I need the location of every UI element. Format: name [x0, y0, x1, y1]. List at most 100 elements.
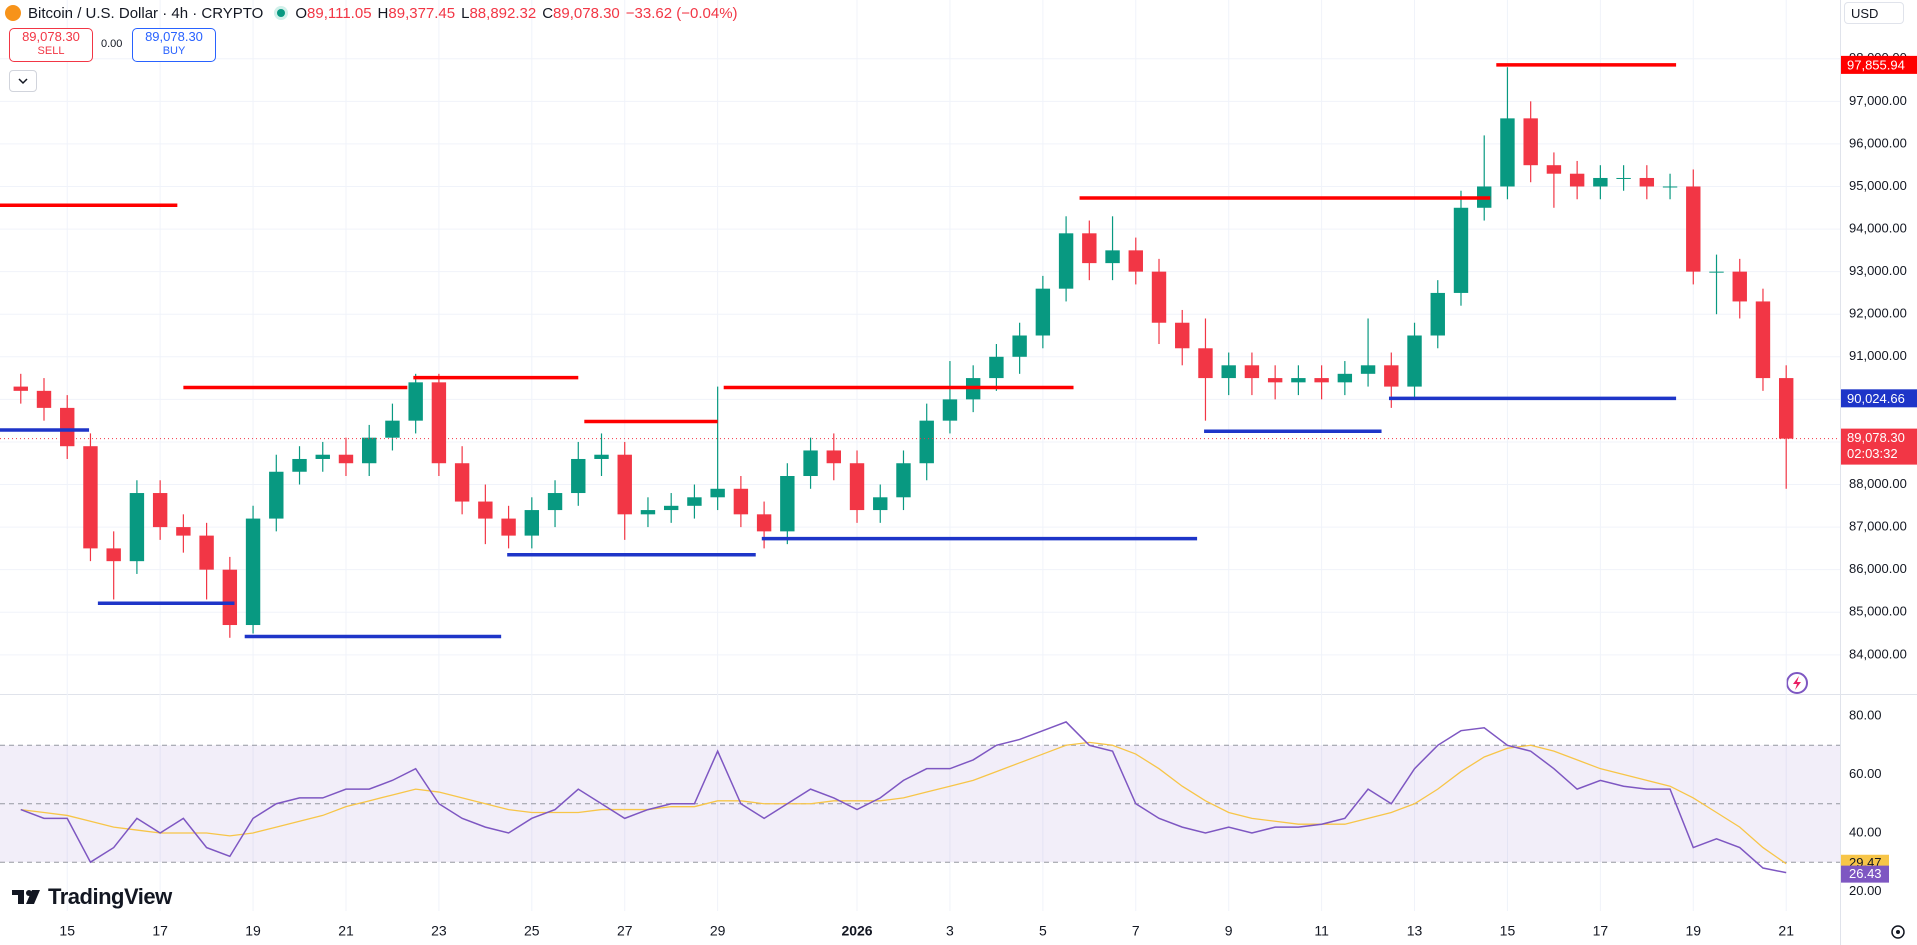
ohlc-value: 89,078.30	[553, 4, 620, 22]
candle-body	[803, 450, 818, 477]
candle-body	[594, 454, 609, 459]
spread: 0.00	[101, 38, 123, 50]
candle-body	[478, 501, 493, 519]
y-tick-label: 94,000.00	[1849, 221, 1907, 236]
x-tick-label: 19	[245, 923, 261, 939]
rsi-ma-line	[20, 741, 1787, 865]
rsi-value-tag	[1841, 865, 1889, 883]
market-status[interactable]	[273, 5, 289, 21]
candle-body	[640, 510, 656, 515]
candle-body	[1686, 186, 1701, 272]
candle-body	[1360, 365, 1376, 374]
candle-body	[1128, 250, 1143, 272]
ohlc-value: 88,892.32	[469, 4, 537, 22]
candle-body	[1175, 322, 1190, 349]
x-tick-label: 15	[1500, 923, 1516, 939]
candle-body	[199, 535, 214, 570]
candle-body	[60, 407, 75, 447]
candle-body	[408, 382, 423, 421]
candle-body	[1314, 378, 1329, 383]
x-tick-label: 29	[710, 923, 726, 939]
candle-body	[1593, 177, 1608, 187]
x-tick-label: 7	[1132, 923, 1140, 939]
candle-body	[1778, 378, 1794, 439]
rsi-tick-label: 60.00	[1849, 766, 1882, 781]
candle-body	[385, 420, 400, 438]
x-tick-label: 11	[1314, 923, 1329, 939]
candle-body	[780, 476, 795, 532]
candle-body	[431, 382, 447, 464]
candle-body	[919, 420, 934, 464]
logo[interactable]: TradingView	[12, 884, 172, 910]
candle-body	[454, 463, 470, 502]
last-price-tag	[1841, 428, 1917, 465]
candle-body	[152, 493, 168, 528]
level-price-label: 90,024.66	[1847, 391, 1905, 406]
chevron	[18, 78, 28, 85]
candle-body	[547, 493, 563, 511]
y-tick-label: 93,000.00	[1849, 263, 1907, 278]
x-tick-label: 27	[617, 923, 633, 939]
candle-body	[1267, 378, 1283, 383]
level-price-tag	[1841, 389, 1917, 408]
currency-button[interactable]: USD	[1844, 2, 1904, 24]
x-tick-label: 15	[59, 923, 75, 939]
candle-body	[1430, 292, 1445, 336]
sell-button[interactable]: 89,078.30 SELL	[9, 28, 93, 62]
candle-body	[710, 488, 725, 498]
y-tick-label: 92,000.00	[1849, 306, 1907, 321]
ohlc-key: L	[461, 4, 470, 22]
y-tick-label: 97,000.00	[1849, 93, 1907, 108]
buy-button[interactable]: 89,078.30 BUY	[132, 28, 216, 62]
sell-label: SELL	[37, 45, 65, 57]
ohlc-value: 89,111.05	[307, 4, 372, 22]
candle-body	[1291, 378, 1306, 383]
icon-gear	[1891, 925, 1905, 939]
symbol-header: Bitcoin / U.S. Dollar · 4h · CRYPTO O 89,…	[0, 0, 738, 26]
ohlc-value: 89,377.45	[388, 4, 456, 22]
candle-body	[1082, 233, 1097, 264]
candle-body	[1755, 301, 1771, 379]
status-dot	[277, 9, 286, 17]
sell-price: 89,078.30	[22, 29, 80, 44]
candle-body	[13, 386, 28, 391]
candle-body	[1453, 207, 1469, 293]
x-tick-label: 21	[338, 923, 354, 939]
rsi-tick-label: 80.00	[1849, 708, 1882, 723]
lightning-icon[interactable]	[1786, 672, 1808, 694]
settings-icon[interactable]	[1891, 925, 1905, 939]
candle-body	[733, 488, 749, 515]
candle-body	[245, 518, 261, 626]
candle-body	[663, 505, 679, 511]
candle-body	[1384, 365, 1399, 387]
x-tick-label: 13	[1407, 923, 1423, 939]
candle-body	[524, 510, 540, 536]
btc-circle	[5, 5, 21, 21]
x-tick-label: 9	[1225, 923, 1233, 939]
candle-body	[873, 497, 888, 511]
candle-body	[1546, 165, 1562, 174]
icon-ring	[1786, 672, 1808, 694]
candle-body	[756, 514, 772, 532]
y-tick-label: 95,000.00	[1849, 178, 1907, 193]
candle-body	[292, 458, 307, 472]
logo-dot	[26, 890, 32, 896]
symbol-title[interactable]: Bitcoin / U.S. Dollar · 4h · CRYPTO	[28, 4, 264, 22]
candle-body	[1732, 271, 1747, 302]
ohlc-key: H	[377, 4, 389, 22]
logo-shape	[12, 890, 40, 904]
candle-body	[989, 356, 1004, 379]
candle-body	[571, 458, 586, 494]
candle-body	[1221, 365, 1236, 379]
candle-body	[617, 454, 632, 515]
candle-body	[83, 446, 98, 549]
candle-body	[896, 463, 911, 498]
rsi-tick-label: 40.00	[1849, 824, 1882, 839]
candle-body	[1058, 233, 1074, 289]
countdown: 02:03:32	[1847, 446, 1898, 461]
buy-label: BUY	[162, 45, 186, 57]
candle-body	[849, 463, 865, 511]
collapse-button[interactable]	[9, 70, 37, 92]
